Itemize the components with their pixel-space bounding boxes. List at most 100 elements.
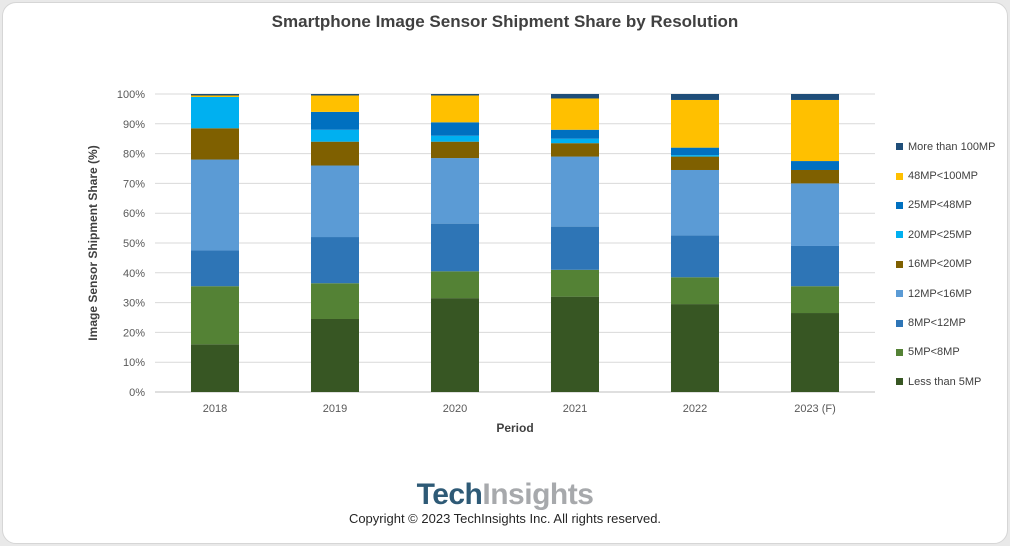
bar-segment	[431, 271, 479, 299]
legend-label: 48MP<100MP	[908, 170, 979, 183]
bar-segment	[191, 344, 239, 392]
bar-segment	[671, 155, 719, 157]
bar-segment	[791, 183, 839, 246]
bar-segment	[791, 94, 839, 100]
x-tick-label: 2018	[203, 403, 227, 415]
bar-segment	[671, 94, 719, 100]
bar-segment	[431, 122, 479, 136]
chart-title: Smartphone Image Sensor Shipment Share b…	[271, 12, 739, 31]
y-tick-label: 90%	[123, 119, 145, 131]
legend-label: Less than 5MP	[908, 375, 982, 388]
legend-label: 5MP<8MP	[908, 346, 960, 359]
legend-label: 20MP<25MP	[908, 228, 972, 241]
bar-segment	[311, 165, 359, 238]
y-tick-label: 60%	[123, 208, 145, 220]
legend-swatch	[896, 231, 903, 239]
bar-segment	[671, 304, 719, 392]
y-tick-label: 100%	[117, 89, 145, 101]
copyright-text: Copyright © 2023 TechInsights Inc. All r…	[348, 511, 662, 526]
bar-segment	[311, 95, 359, 112]
legend-swatch	[896, 319, 903, 327]
bar-segment	[551, 156, 599, 227]
bar-segment	[551, 98, 599, 130]
bar-segment	[551, 143, 599, 157]
bar-segment	[311, 111, 359, 130]
legend-item: 16MP<20MP	[896, 250, 1006, 279]
bar-segment	[791, 313, 839, 392]
bar-segment	[551, 226, 599, 270]
bar-segment	[791, 169, 839, 184]
bar-segment	[671, 156, 719, 170]
y-tick-label: 50%	[123, 238, 145, 250]
legend-item: Less than 5MP	[896, 367, 1006, 396]
bar-segment	[191, 250, 239, 287]
legend-label: 12MP<16MP	[908, 287, 972, 300]
legend-label: 25MP<48MP	[908, 199, 972, 212]
legend-item: More than 100MP	[896, 132, 1006, 161]
bar-segment	[431, 223, 479, 272]
bar-segment	[791, 245, 839, 287]
legend-swatch	[896, 201, 903, 209]
bar-segment	[191, 159, 239, 251]
y-axis-title: Image Sensor Shipment Share (%)	[86, 145, 100, 340]
y-tick-label: 40%	[123, 268, 145, 280]
bar-segment	[311, 141, 359, 166]
bar-segment	[791, 99, 839, 162]
bar-segment	[311, 129, 359, 142]
x-tick-label: 2021	[563, 403, 587, 415]
legend-swatch	[896, 260, 903, 268]
bar-segment	[191, 128, 239, 160]
bar-segment	[311, 94, 359, 96]
bar-segment	[551, 138, 599, 144]
legend-swatch	[896, 143, 903, 151]
bar-segment	[551, 296, 599, 392]
bar-segment	[431, 135, 479, 142]
legend-label: 8MP<12MP	[908, 317, 966, 330]
bar-segment	[791, 161, 839, 170]
bar-segment	[551, 269, 599, 297]
bar-segment	[431, 298, 479, 392]
bar-segment	[671, 99, 719, 148]
x-tick-label: 2022	[683, 403, 707, 415]
x-tick-label: 2019	[323, 403, 347, 415]
legend-item: 5MP<8MP	[896, 338, 1006, 367]
bar-segment	[431, 95, 479, 123]
legend-label: 16MP<20MP	[908, 258, 972, 271]
y-tick-label: 20%	[123, 327, 145, 339]
techinsights-logo: TechInsights	[416, 478, 594, 511]
x-axis-title: Period	[496, 421, 533, 435]
bar-segment	[191, 94, 239, 96]
y-tick-label: 10%	[123, 357, 145, 369]
legend-swatch	[896, 290, 903, 298]
legend-item: 12MP<16MP	[896, 279, 1006, 308]
legend-item: 25MP<48MP	[896, 191, 1006, 220]
bar-segment	[791, 286, 839, 314]
legend-item: 48MP<100MP	[896, 161, 1006, 190]
y-tick-label: 80%	[123, 149, 145, 161]
legend-swatch	[896, 378, 903, 386]
bar-segment	[311, 283, 359, 319]
bar-segment	[671, 147, 719, 156]
legend-swatch	[896, 348, 903, 356]
y-tick-label: 0%	[129, 387, 145, 399]
bar-segment	[551, 129, 599, 139]
bar-segment	[671, 169, 719, 236]
legend-item: 8MP<12MP	[896, 308, 1006, 337]
bar-segment	[431, 158, 479, 224]
bar-segment	[431, 94, 479, 96]
bar-segment	[311, 318, 359, 392]
bar-segment	[191, 286, 239, 345]
legend-item: 20MP<25MP	[896, 220, 1006, 249]
bar-segment	[671, 235, 719, 278]
bar-segment	[551, 94, 599, 99]
bar-segment	[431, 141, 479, 159]
chart-legend: More than 100MP 48MP<100MP 25MP<48MP 20MP<2…	[896, 132, 1006, 397]
x-tick-label: 2020	[443, 403, 467, 415]
bar-segment	[191, 95, 239, 97]
x-tick-label: 2023 (F)	[794, 403, 836, 415]
bar-segment	[671, 277, 719, 305]
y-tick-label: 30%	[123, 298, 145, 310]
bar-segment	[311, 237, 359, 284]
legend-swatch	[896, 172, 903, 180]
